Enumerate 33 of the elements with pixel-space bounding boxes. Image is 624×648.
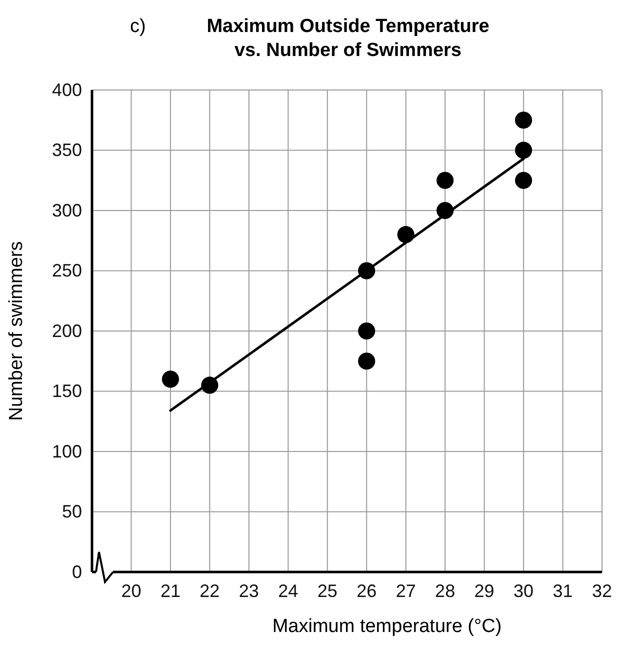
y-tick-label: 200: [52, 320, 82, 341]
point: [162, 370, 180, 388]
y-tick-label: 50: [62, 502, 82, 522]
y-tick-label: 0: [72, 562, 82, 582]
point: [514, 142, 532, 159]
y-tick-label: 350: [52, 140, 82, 160]
y-tick-label: 100: [52, 441, 82, 462]
point: [514, 112, 532, 129]
x-tick-label: 29: [474, 580, 494, 601]
y-axis-title: Number of swimmers: [6, 241, 27, 421]
x-tick-label: 28: [435, 580, 456, 601]
x-tick-label: 32: [592, 580, 612, 601]
y-tick-label: 300: [52, 200, 82, 220]
x-tick-label: 23: [238, 580, 259, 601]
text: c): [130, 16, 146, 37]
point: [358, 322, 376, 340]
x-tick-label: 21: [160, 580, 180, 601]
point: [358, 352, 376, 370]
x-tick-label: 22: [200, 580, 220, 601]
y-tick-label: 150: [52, 381, 82, 402]
point: [514, 172, 532, 189]
x-tick-label: 20: [121, 580, 142, 601]
y-tick-label: 400: [52, 80, 82, 100]
x-tick-label: 24: [278, 580, 298, 601]
x-tick-label: 31: [552, 580, 573, 601]
x-tick-label: 26: [356, 580, 377, 601]
y-tick-label: 250: [52, 260, 82, 281]
x-tick-label: 25: [317, 580, 338, 601]
chart-title: Maximum Outside Temperature vs. Number of Swimmers: [206, 16, 490, 61]
x-tick-label: 27: [396, 580, 416, 601]
x-tick-label: 30: [514, 580, 534, 601]
x-axis-title: Maximum temperature (°C): [272, 616, 502, 637]
point: [436, 172, 454, 189]
